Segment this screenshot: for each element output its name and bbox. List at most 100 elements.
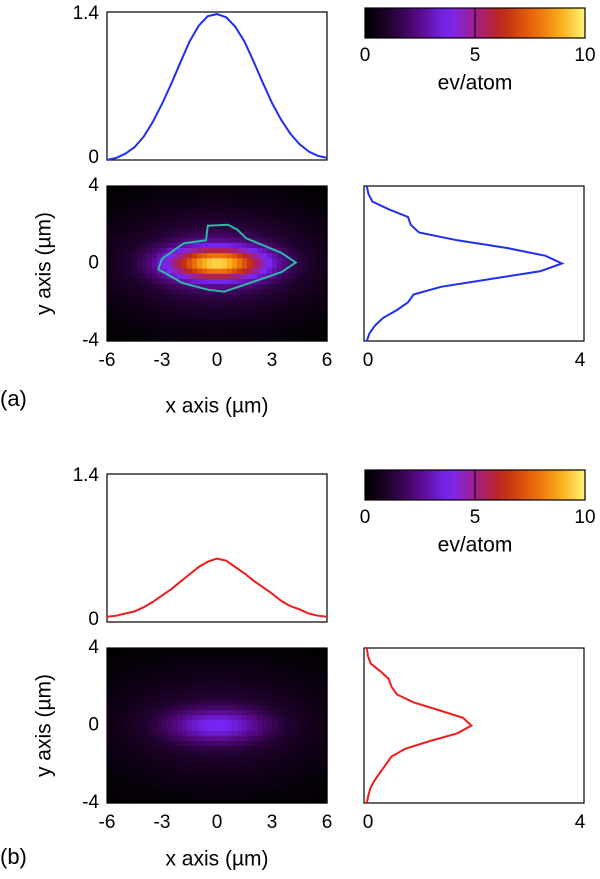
heatmap-cell: [157, 751, 163, 758]
heatmap-cell: [282, 730, 288, 737]
heatmap-cell: [192, 751, 198, 758]
heatmap-cell: [227, 756, 233, 763]
heatmap-cell: [132, 304, 138, 311]
heatmap-cell: [277, 648, 283, 654]
heatmap-cell: [257, 648, 263, 654]
heatmap-cell: [162, 772, 168, 778]
heatmap-cell: [132, 273, 138, 280]
heatmap-cell: [287, 689, 293, 696]
heatmap-cell: [247, 735, 253, 742]
heatmap-cell: [172, 741, 178, 747]
heatmap-cell: [142, 310, 148, 316]
heatmap-cell: [262, 689, 268, 696]
heatmap-cell: [112, 777, 118, 783]
heatmap-cell: [237, 710, 243, 716]
heatmap-cell: [267, 684, 273, 690]
heatmap-cell: [267, 299, 273, 306]
heatmap-cell: [182, 673, 188, 680]
heatmap-cell: [247, 699, 253, 706]
heatmap-cell: [182, 730, 188, 737]
heatmap-cell: [112, 222, 118, 228]
heatmap-cell: [257, 746, 263, 752]
heatmap-cell: [317, 268, 323, 275]
heatmap-cell: [107, 756, 113, 763]
heatmap-cell: [262, 310, 268, 316]
heatmap-cell: [212, 263, 218, 270]
heatmap-cell: [242, 299, 248, 306]
heatmap-cell: [292, 797, 298, 804]
heatmap-cell: [307, 787, 313, 794]
heatmap-cell: [257, 268, 263, 275]
heatmap-cell: [292, 222, 298, 228]
heatmap-cell: [242, 699, 248, 706]
heatmap-cell: [252, 663, 258, 670]
heatmap-cell: [182, 284, 188, 290]
heatmap-cell: [217, 684, 223, 690]
heatmap-cell: [322, 232, 328, 239]
colorbar-tick-label: 10: [574, 45, 595, 66]
heatmap-cell: [122, 658, 128, 665]
heatmap-cell: [192, 325, 198, 332]
heatmap-cell: [162, 720, 168, 727]
heatmap-cell: [122, 710, 128, 716]
heatmap-cell: [132, 279, 138, 285]
heatmap-cell: [217, 699, 223, 706]
heatmap-cell: [147, 237, 153, 244]
heatmap-cell: [112, 782, 118, 789]
heatmap-cell: [152, 658, 158, 665]
heatmap-cell: [177, 653, 183, 659]
heatmap-cell: [322, 673, 328, 680]
heatmap-cell: [127, 761, 133, 768]
heatmap-cell: [197, 211, 203, 218]
heatmap-cell: [262, 186, 268, 192]
heatmap-cell: [207, 746, 213, 752]
heatmap-cell: [302, 330, 308, 337]
heatmap-cell: [252, 315, 258, 321]
heatmap-cell: [282, 725, 288, 732]
heatmap-cell: [292, 679, 298, 685]
heatmap-cell: [232, 217, 238, 223]
heatmap-cell: [322, 320, 328, 327]
heatmap-cell: [167, 330, 173, 337]
heatmap-cell: [262, 792, 268, 799]
heatmap-cell: [287, 325, 293, 332]
heatmap-cell: [312, 253, 318, 259]
heatmap-cell: [312, 704, 318, 711]
heatmap-cell: [262, 335, 268, 342]
heatmap-cell: [237, 320, 243, 327]
heatmap-cell: [302, 335, 308, 342]
heatmap-cell: [312, 242, 318, 249]
heatmap-cell: [157, 730, 163, 737]
heatmap-cell: [162, 279, 168, 285]
heatmap-cell: [207, 299, 213, 306]
heatmap-cell: [322, 772, 328, 778]
heatmap-cell: [252, 217, 258, 223]
heatmap-cell: [297, 694, 303, 701]
heatmap-cell: [302, 720, 308, 727]
heatmap-cell: [267, 710, 273, 716]
heatmap-cell: [107, 673, 113, 680]
heatmap-cell: [292, 787, 298, 794]
heatmap-cell: [162, 335, 168, 342]
heatmap-cell: [122, 284, 128, 290]
heatmap-cell: [287, 227, 293, 234]
heatmap-cell: [122, 684, 128, 690]
heatmap-cell: [252, 242, 258, 249]
heatmap-cell: [317, 658, 323, 665]
heatmap-cell: [202, 725, 208, 732]
heatmap-cell: [262, 289, 268, 296]
heatmap-cell: [317, 227, 323, 234]
heatmap-cell: [272, 227, 278, 234]
heatmap-cell: [302, 663, 308, 670]
heatmap-cell: [217, 735, 223, 742]
heatmap-cell: [262, 710, 268, 716]
heatmap-cell: [187, 663, 193, 670]
heatmap-cell: [132, 673, 138, 680]
heatmap-cell: [127, 668, 133, 675]
heatmap-cell: [207, 720, 213, 727]
heatmap-cell: [107, 186, 113, 192]
heatmap-cell: [107, 766, 113, 773]
heatmap-cell: [202, 720, 208, 727]
heatmap-cell: [142, 725, 148, 732]
heatmap-cell: [217, 186, 223, 192]
